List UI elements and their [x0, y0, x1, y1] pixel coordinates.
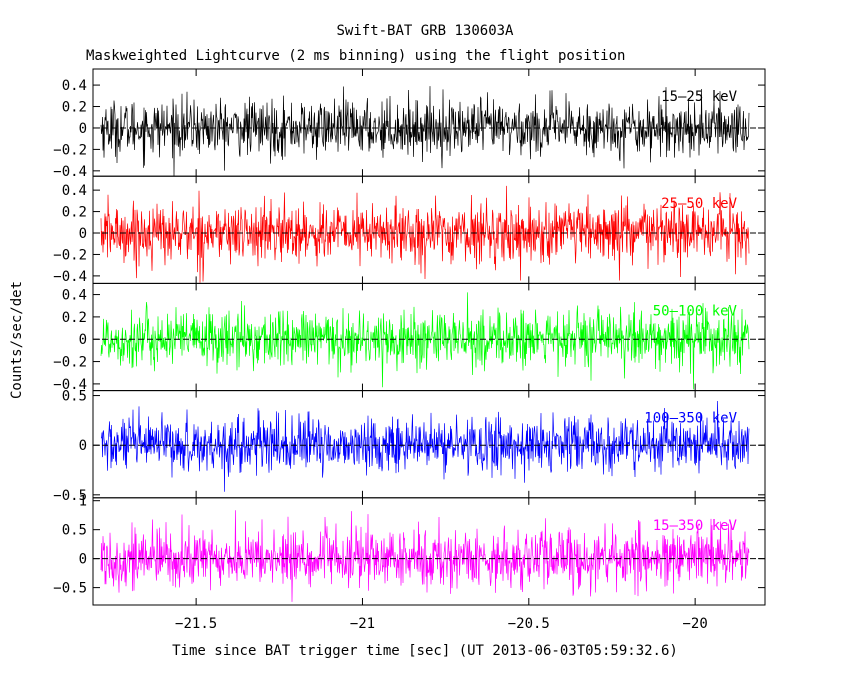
y-tick-label: 0.2 — [62, 310, 87, 326]
y-tick-label: −0.2 — [53, 142, 87, 158]
x-tick-label: −21 — [350, 616, 375, 632]
panel-4: 0.5 0 −0.5 100–350 keV — [53, 389, 766, 504]
y-tick-label: 0.5 — [62, 389, 87, 405]
panel-frame — [92, 497, 766, 606]
y-tick-label: 0.4 — [62, 78, 87, 94]
panel-2: 0.4 0.2 0 −0.2 −0.4 25–50 keV — [53, 175, 766, 285]
x-tick-label: −21.5 — [175, 616, 217, 632]
y-tick-label: 0.5 — [62, 523, 87, 539]
y-tick-label: 0.2 — [62, 205, 87, 221]
band-label: 25–50 keV — [661, 196, 737, 212]
y-tick-label: 0.2 — [62, 100, 87, 116]
x-tick-label: −20 — [682, 616, 707, 632]
x-axis-label: Time since BAT trigger time [sec] (UT 20… — [172, 643, 678, 659]
y-tick-label: −0.4 — [53, 164, 87, 180]
x-tick-label: −20.5 — [508, 616, 550, 632]
panel-1: 0.4 0.2 0 −0.2 −0.4 15–25 keV — [53, 68, 766, 180]
x-tick-labels: −21.5 −21 −20.5 −20 — [175, 616, 708, 632]
y-tick-label: −0.4 — [53, 377, 87, 393]
panel-3: 0.4 0.2 0 −0.2 −0.4 50–100 keV — [53, 282, 766, 393]
band-label: 15–350 keV — [653, 518, 738, 534]
y-tick-label: 0 — [79, 438, 87, 454]
y-tick-label: −0.2 — [53, 247, 87, 263]
panel-5: 1 0.5 0 −0.5 15–350 keV — [53, 494, 766, 606]
y-tick-label: 0 — [79, 226, 87, 242]
y-tick-label: 0 — [79, 552, 87, 568]
y-tick-label: −0.2 — [53, 355, 87, 371]
chart-subtitle: Maskweighted Lightcurve (2 ms binning) u… — [86, 48, 625, 64]
y-tick-label: −0.5 — [53, 581, 87, 597]
panels-group: 0.4 0.2 0 −0.2 −0.4 15–25 keV 0.4 0.2 0 −0.2 −0.4 2… — [53, 68, 766, 606]
series-trace — [100, 510, 750, 602]
band-label: 100–350 keV — [644, 411, 737, 427]
y-tick-label: 0.4 — [62, 183, 87, 199]
band-label: 50–100 keV — [653, 303, 738, 319]
chart-title: Swift-BAT GRB 130603A — [336, 23, 514, 39]
y-tick-label: 1 — [79, 494, 87, 510]
series-trace — [100, 400, 750, 492]
y-tick-label: −0.4 — [53, 269, 87, 285]
y-tick-label: 0 — [79, 332, 87, 348]
y-tick-label: 0 — [79, 121, 87, 137]
y-tick-label: −0.5 — [53, 488, 87, 504]
series-trace — [100, 292, 750, 390]
band-label: 15–25 keV — [661, 89, 737, 105]
series-trace — [100, 86, 750, 177]
series-trace — [100, 185, 750, 283]
y-tick-label: 0.4 — [62, 288, 87, 304]
y-axis-label: Counts/sec/det — [9, 281, 25, 399]
